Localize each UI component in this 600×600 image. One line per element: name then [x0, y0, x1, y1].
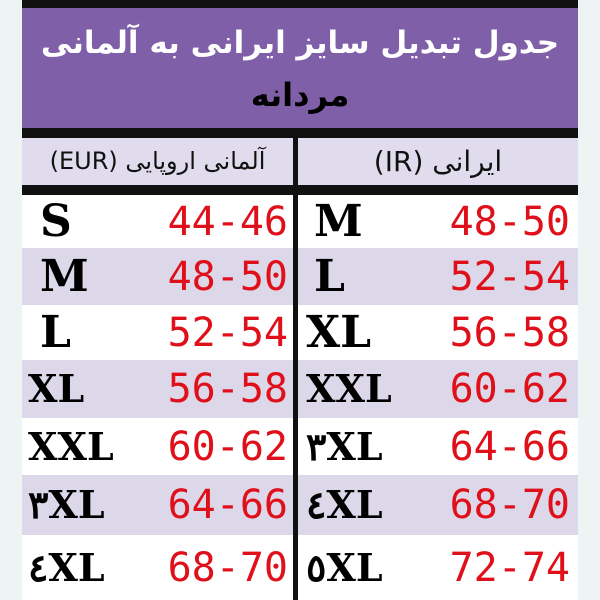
eur-range: 56-58	[167, 366, 288, 412]
eur-size: XXL	[28, 423, 114, 469]
table-row: M 48-50 L 52-54	[22, 248, 578, 305]
eur-size: ۳XL	[28, 482, 105, 527]
table-header: آلمانی اروپایی (EUR) ایرانی (IR)	[22, 138, 578, 185]
eur-size: XL	[28, 366, 85, 411]
chart-title: جدول تبدیل سایز ایرانی به آلمانی	[40, 25, 560, 61]
divider	[22, 128, 578, 138]
chart-subtitle: مردانه	[250, 76, 350, 114]
eur-range: 64-66	[167, 482, 288, 528]
ir-range: 60-62	[449, 366, 570, 412]
eur-range: 60-62	[167, 423, 288, 470]
ir-range: 56-58	[449, 309, 570, 356]
table-row: ۳XL 64-66 ٤XL 68-70	[22, 475, 578, 535]
table-row: XXL 60-62 ۳XL 64-66	[22, 418, 578, 475]
eur-range: 44-46	[167, 198, 288, 245]
ir-size: ٤XL	[306, 482, 383, 527]
table-row: S 44-46 M 48-50	[22, 195, 578, 248]
header-ir: ایرانی (IR)	[373, 145, 503, 178]
ir-size: XL	[306, 306, 372, 358]
ir-range: 48-50	[449, 198, 570, 245]
eur-range: 48-50	[167, 253, 288, 300]
header-eur: آلمانی اروپایی (EUR)	[49, 147, 266, 175]
ir-size: ۳XL	[306, 423, 383, 469]
eur-size: S	[40, 195, 72, 247]
eur-range: 52-54	[167, 309, 288, 356]
ir-size: ٥XL	[306, 544, 383, 590]
table-row: L 52-54 XL 56-58	[22, 305, 578, 360]
table-row: XL 56-58 XXL 60-62	[22, 360, 578, 418]
ir-range: 52-54	[449, 253, 570, 300]
divider	[22, 185, 578, 195]
eur-size: ٤XL	[28, 544, 105, 590]
column-divider	[293, 138, 298, 600]
ir-size: M	[314, 195, 363, 247]
top-border	[22, 0, 578, 8]
ir-range: 68-70	[449, 482, 570, 528]
ir-size: XXL	[306, 366, 392, 411]
eur-size: M	[40, 250, 89, 302]
eur-size: L	[40, 306, 71, 358]
ir-range: 64-66	[449, 423, 570, 470]
table-row: ٤XL 68-70 ٥XL 72-74	[22, 535, 578, 600]
title-banner: جدول تبدیل سایز ایرانی به آلمانی مردانه	[22, 8, 578, 128]
ir-range: 72-74	[449, 544, 570, 591]
eur-range: 68-70	[167, 544, 288, 591]
ir-size: L	[314, 250, 345, 302]
